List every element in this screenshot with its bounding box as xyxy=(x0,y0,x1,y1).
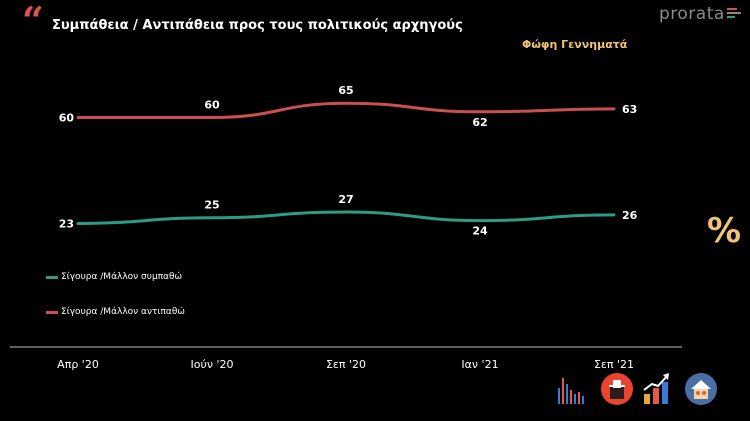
bar-chart-icon xyxy=(556,374,586,410)
data-label-antipathy-0: 60 xyxy=(59,112,75,125)
series-line-antipathy xyxy=(76,101,616,120)
percent-icon: % xyxy=(707,211,742,251)
legend-swatch-antipathy xyxy=(46,310,58,314)
data-label-sympathy-4: 26 xyxy=(622,209,638,222)
x-tick-label: Απρ '20 xyxy=(57,358,99,371)
data-label-antipathy-2: 65 xyxy=(338,84,353,97)
legend-label-antipathy: Σίγουρα /Μάλλον αντιπαθώ xyxy=(61,307,185,317)
x-tick-label: Σεπ '20 xyxy=(326,358,366,371)
series-line-sympathy xyxy=(76,210,616,225)
home-family-icon xyxy=(684,372,718,410)
brand-bars-icon xyxy=(727,8,741,20)
chart-subtitle: Φώφη Γεννηματά xyxy=(522,38,628,51)
data-label-antipathy-3: 62 xyxy=(472,116,487,129)
legend-swatch-sympathy xyxy=(46,275,58,279)
x-tick-label: Ιαν '21 xyxy=(461,358,498,371)
trend-up-icon xyxy=(642,372,672,410)
legend-item-antipathy: Σίγουρα /Μάλλον αντιπαθώ xyxy=(46,307,185,317)
chart-title: Συμπάθεια / Αντιπάθεια προς τους πολιτικ… xyxy=(52,18,463,33)
data-label-sympathy-0: 23 xyxy=(59,217,74,230)
data-label-sympathy-3: 24 xyxy=(472,225,488,238)
x-tick-label: Ιούν '20 xyxy=(190,358,233,371)
legend-item-sympathy: Σίγουρα /Μάλλον συμπαθώ xyxy=(46,272,182,282)
legend-label-sympathy: Σίγουρα /Μάλλον συμπαθώ xyxy=(61,272,183,282)
ballot-box-icon xyxy=(600,372,634,410)
quote-mark: “ xyxy=(22,0,44,43)
data-label-antipathy-4: 63 xyxy=(622,103,637,116)
data-label-sympathy-2: 27 xyxy=(338,193,353,206)
brand-logo: prorata xyxy=(659,4,725,24)
x-tick-label: Σεπ '21 xyxy=(594,358,634,371)
data-label-sympathy-1: 25 xyxy=(204,199,219,212)
data-label-antipathy-1: 60 xyxy=(204,99,220,112)
